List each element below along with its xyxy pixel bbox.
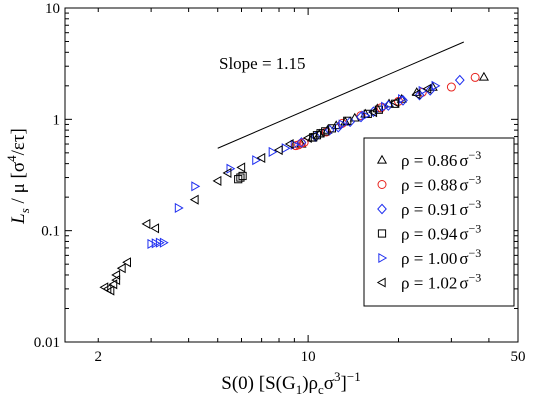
data-point (338, 119, 348, 130)
y-tick-label: 1 (53, 112, 61, 128)
data-point (236, 173, 245, 182)
legend-box (363, 137, 515, 307)
data-point (273, 144, 283, 156)
data-point (368, 107, 378, 118)
data-point (290, 139, 300, 150)
data-point (381, 101, 390, 112)
series-6 (99, 83, 432, 296)
y-tick-label: 0.1 (41, 224, 60, 240)
legend-marker (377, 180, 387, 189)
series-4 (234, 99, 400, 184)
data-point (425, 85, 436, 96)
data-point (116, 263, 126, 274)
data-point (302, 132, 312, 144)
data-point (189, 194, 199, 205)
data-point (174, 202, 184, 214)
data-point (396, 93, 407, 103)
data-point (212, 175, 222, 186)
data-point (411, 89, 421, 100)
plot-frame (64, 7, 519, 343)
data-point (111, 275, 121, 286)
data-point (268, 146, 278, 157)
data-point (390, 97, 399, 108)
data-point (376, 103, 386, 113)
legend-label: ρ = 0.86 σ−3 (401, 148, 481, 170)
legend-marker (377, 203, 387, 215)
data-point (141, 218, 151, 229)
legend-label: ρ = 0.88 σ−3 (401, 173, 481, 195)
x-tick-label: 50 (511, 349, 526, 365)
data-point (252, 155, 262, 166)
data-point (327, 124, 336, 133)
data-point (321, 127, 330, 136)
y-tick-label: 10 (45, 1, 60, 17)
data-point (345, 116, 355, 128)
legend: ρ = 0.86 σ−3 ρ = 0.88 σ−3ρ = 0.91 σ−3 ρ = 0.9… (363, 137, 515, 307)
data-point (296, 137, 307, 148)
data-point (446, 82, 456, 92)
data-point (191, 181, 201, 192)
data-point (361, 110, 371, 121)
slope-annotation: Slope = 1.15 (219, 54, 306, 73)
data-point (222, 167, 232, 179)
x-tick-label: 10 (301, 349, 316, 365)
y-tick-label: 0.01 (34, 335, 60, 351)
legend-label: ρ = 1.02 σ−3 (401, 271, 481, 293)
data-point (150, 223, 160, 234)
data-point (284, 138, 294, 150)
data-point (236, 162, 246, 173)
legend-label: ρ = 0.91 σ−3 (401, 197, 481, 219)
legend-marker (377, 229, 387, 238)
data-point (147, 238, 157, 249)
data-point (256, 152, 266, 164)
series-5 (147, 80, 441, 249)
data-point (316, 129, 325, 138)
data-point (238, 171, 247, 181)
slope-line (217, 41, 465, 149)
data-point (111, 269, 121, 281)
legend-label: ρ = 1.00 σ−3 (401, 246, 481, 268)
data-point (470, 72, 480, 82)
plot-area: 2 10 50 0.01 0.1 1 10 (34, 1, 526, 365)
data-point (454, 74, 465, 86)
x-axis-label: S(0) [S(G1)ρcσ3]−1 (221, 369, 360, 397)
data-point (324, 124, 335, 136)
legend-marker (376, 277, 386, 288)
legend-marker (376, 154, 388, 164)
data-point (108, 279, 118, 290)
data-point (159, 237, 169, 248)
y-axis-label: Ls / μ [σ4/ετ] (4, 128, 32, 225)
legend-marker (378, 252, 388, 264)
data-point (478, 71, 489, 81)
data-point (374, 105, 383, 114)
data-point (122, 257, 131, 268)
data-point (105, 285, 115, 296)
x-tick-label: 2 (94, 349, 102, 365)
data-point (422, 83, 432, 94)
legend-label: ρ = 0.94 σ−3 (401, 222, 481, 244)
data-point (431, 80, 441, 91)
